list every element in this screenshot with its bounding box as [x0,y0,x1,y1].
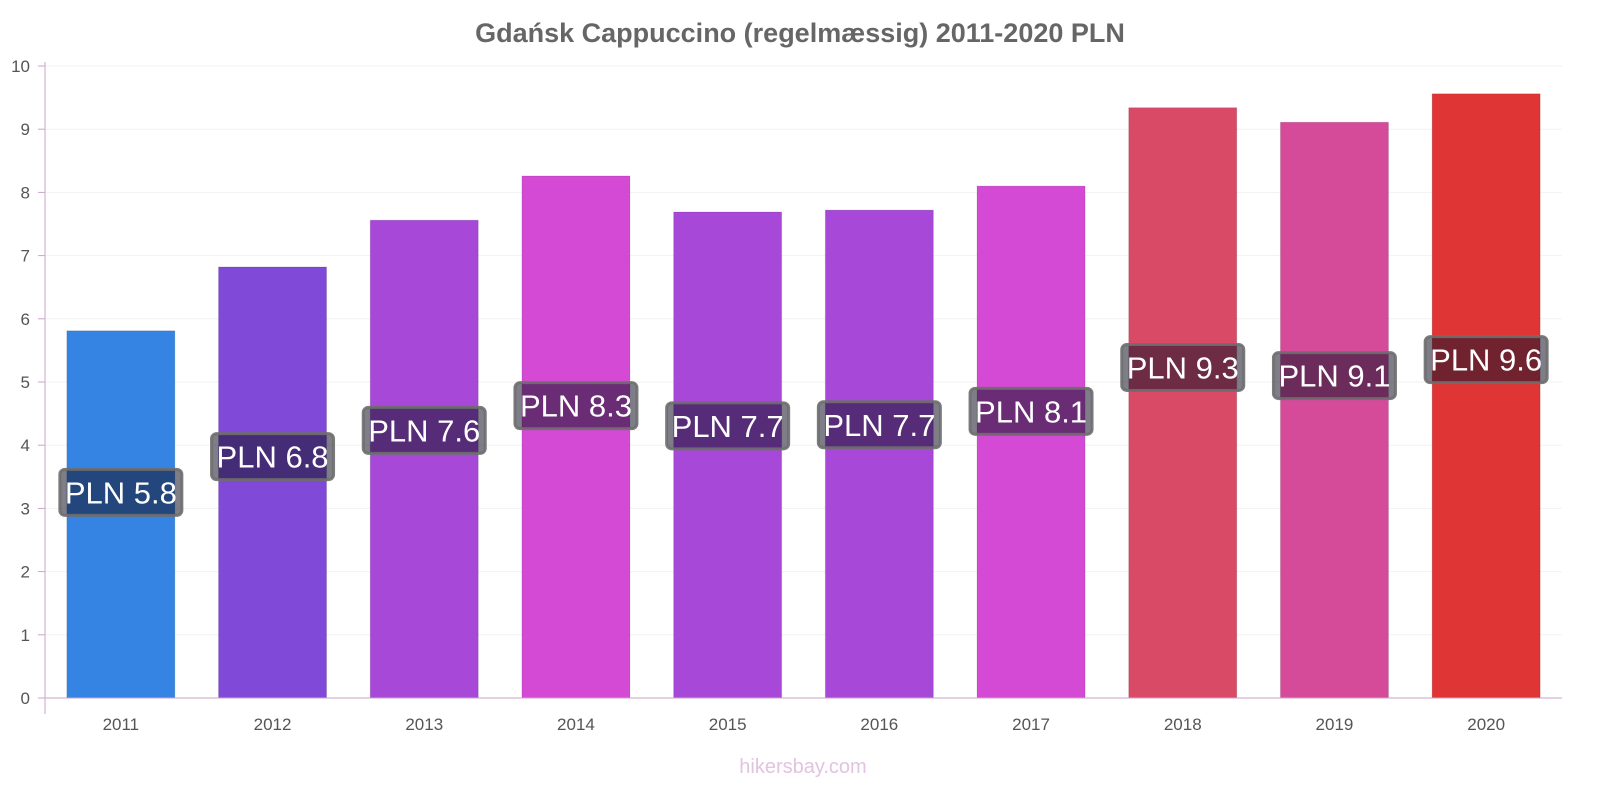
x-tick-label: 2016 [860,715,898,734]
data-label-box [968,386,1094,436]
x-tick-label: 2013 [405,715,443,734]
x-tick-label: 2015 [709,715,747,734]
bar-2018 [1128,107,1238,699]
y-tick-label: 3 [21,499,30,518]
data-label-box [1423,335,1549,385]
bar-2016 [824,209,934,699]
data-label-box [1120,342,1246,392]
bar-2020 [1431,93,1541,699]
watermark: hikersbay.com [739,756,866,778]
y-tick-label: 0 [21,689,30,708]
data-label-box [361,405,487,455]
y-tick-label: 9 [21,120,30,139]
y-tick-label: 4 [21,436,30,455]
bar-2017 [976,185,1086,699]
x-tick-label: 2014 [557,715,595,734]
bar-2013 [369,219,479,699]
y-tick-label: 8 [21,183,30,202]
x-tick-label: 2012 [254,715,292,734]
data-label: PLN 8.3 [520,389,632,424]
data-label-box [1271,351,1397,401]
bar-2012 [218,266,328,699]
data-label-box [816,400,942,450]
data-label: PLN 8.1 [975,394,1087,429]
y-tick-label: 10 [11,57,30,76]
data-label: PLN 9.6 [1430,343,1542,378]
y-tick-label: 7 [21,247,30,266]
x-tick-label: 2020 [1467,715,1505,734]
bar-2014 [521,175,631,699]
data-label: PLN 7.7 [672,409,784,444]
chart-title: Gdańsk Cappuccino (regelmæssig) 2011-202… [475,18,1125,48]
data-label-box [665,401,791,451]
x-tick-label: 2011 [103,715,140,734]
data-label: PLN 5.8 [65,475,177,510]
bar-2019 [1279,121,1389,699]
y-tick-label: 6 [21,310,30,329]
data-label: PLN 7.7 [823,408,935,443]
y-tick-label: 5 [21,373,30,392]
data-label: PLN 6.8 [217,440,329,475]
data-label-box [58,467,184,517]
x-tick-label: 2017 [1012,715,1050,734]
x-tick-label: 2019 [1316,715,1354,734]
data-label: PLN 9.1 [1278,359,1390,394]
y-tick-label: 1 [21,626,30,645]
y-tick-label: 2 [21,563,30,582]
data-label-box [513,381,639,431]
x-tick-label: 2018 [1164,715,1202,734]
data-label: PLN 7.6 [368,413,480,448]
data-label: PLN 9.3 [1127,350,1239,385]
data-label-box [210,432,336,482]
bar-2015 [673,211,783,699]
